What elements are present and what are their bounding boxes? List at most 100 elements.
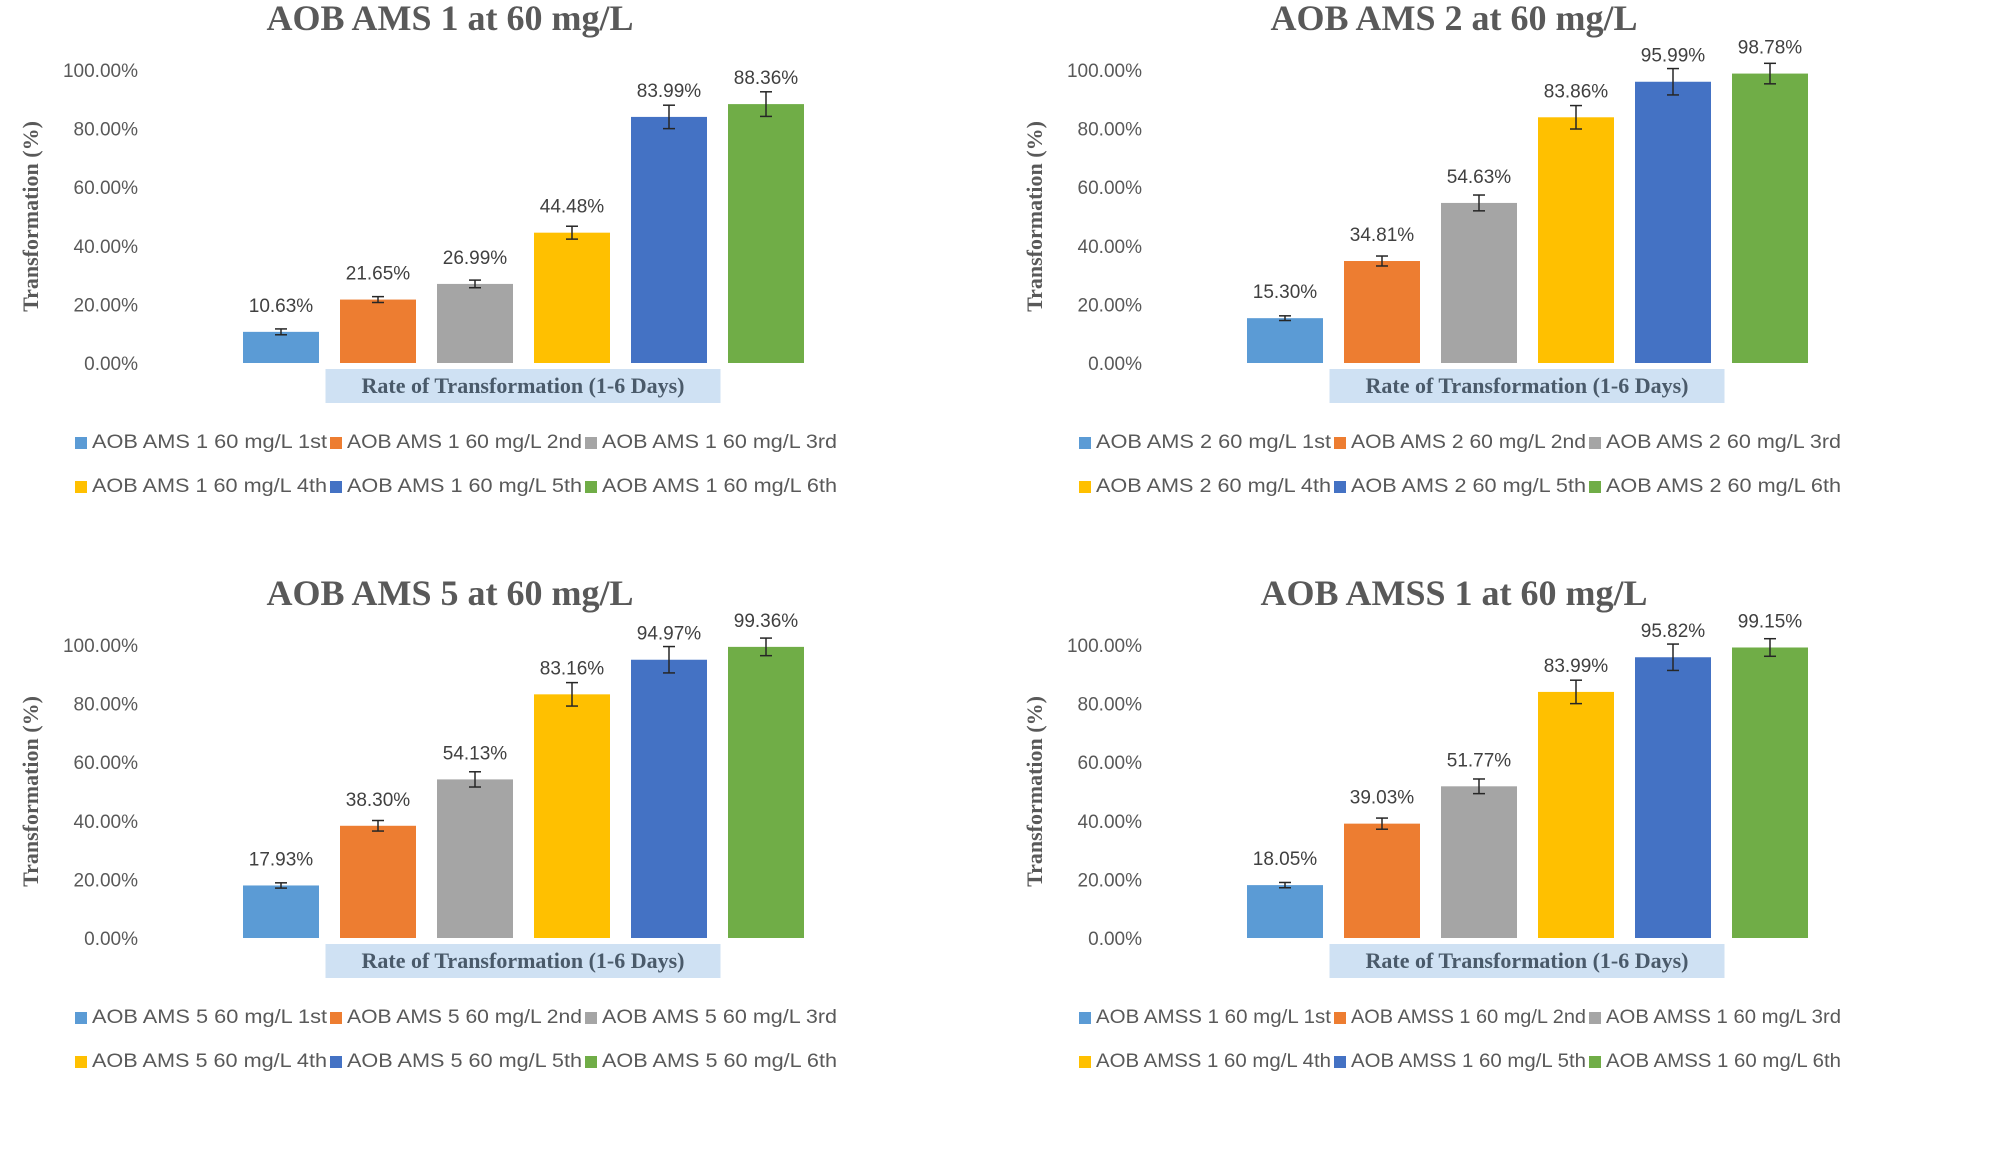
data-label: 95.99%: [1641, 46, 1706, 67]
data-label: 94.97%: [637, 624, 702, 645]
legend-label: AOB AMSS 1 60 mg/L 4th: [1096, 1051, 1331, 1072]
data-label: 83.86%: [1544, 81, 1609, 102]
y-tick-label: 80.00%: [74, 120, 139, 141]
data-label: 18.05%: [1253, 849, 1318, 870]
legend-swatch: [585, 437, 597, 449]
y-tick-label: 0.00%: [1088, 354, 1142, 375]
x-axis-label-box: [325, 944, 721, 978]
legend-swatch: [1589, 481, 1601, 493]
legend-swatch: [330, 1012, 342, 1024]
data-label: 98.78%: [1738, 38, 1803, 59]
y-axis-label: Transformation (%): [1022, 696, 1047, 887]
bar: [1441, 202, 1517, 363]
legend-label: AOB AMS 5 60 mg/L 6th: [602, 1051, 837, 1072]
bar-chart-1: AOB AMS 1 at 60 mg/L 0.00% 20.00% 40.00% 60.…: [18, 0, 837, 497]
data-label: 83.99%: [637, 81, 702, 102]
legend-swatch: [1079, 1056, 1091, 1068]
y-axis-label: Transformation (%): [1022, 121, 1047, 312]
y-tick-label: 60.00%: [74, 178, 139, 199]
legend-swatch: [75, 1012, 87, 1024]
x-axis-label-box: [1329, 944, 1725, 978]
legend-swatch: [1589, 1012, 1601, 1024]
x-axis-label-box: [325, 369, 721, 403]
y-tick-label: 80.00%: [74, 695, 139, 716]
y-tick-label: 80.00%: [1078, 695, 1143, 716]
data-label: 88.36%: [734, 68, 799, 89]
legend-label: AOB AMS 5 60 mg/L 5th: [347, 1051, 582, 1072]
y-tick-label: 60.00%: [1078, 178, 1143, 199]
legend-label: AOB AMSS 1 60 mg/L 2nd: [1351, 1007, 1586, 1028]
legend-swatch: [1334, 437, 1346, 449]
legend-swatch: [1079, 481, 1091, 493]
y-axis-label: Transformation (%): [18, 121, 43, 312]
legend-swatch: [330, 481, 342, 493]
y-tick-label: 60.00%: [1078, 753, 1143, 774]
bar: [1732, 73, 1808, 364]
data-label: 83.99%: [1544, 656, 1609, 677]
legend-label: AOB AMS 2 60 mg/L 4th: [1096, 476, 1331, 497]
y-tick-label: 100.00%: [1067, 636, 1142, 657]
y-tick-label: 0.00%: [84, 354, 138, 375]
y-tick-label: 20.00%: [74, 295, 139, 316]
legend-label: AOB AMS 1 60 mg/L 3rd: [602, 432, 837, 453]
bar: [1732, 647, 1808, 938]
y-tick-label: 40.00%: [1078, 237, 1143, 258]
bar: [1635, 657, 1711, 938]
y-tick-label: 100.00%: [63, 636, 138, 657]
x-axis-label: Rate of Transformation (1-6 Days): [1365, 373, 1688, 398]
legend-label: AOB AMS 2 60 mg/L 3rd: [1606, 432, 1841, 453]
x-axis-label: Rate of Transformation (1-6 Days): [361, 948, 684, 973]
legend-swatch: [1334, 481, 1346, 493]
x-axis-label: Rate of Transformation (1-6 Days): [361, 373, 684, 398]
y-tick-label: 20.00%: [1078, 295, 1143, 316]
y-tick-label: 80.00%: [1078, 120, 1143, 141]
chart-panel-1: AOB AMS 1 at 60 mg/L 0.00% 20.00% 40.00% 60.…: [0, 0, 1004, 575]
data-label: 17.93%: [249, 849, 314, 870]
bar: [243, 331, 319, 363]
y-tick-label: 0.00%: [1088, 929, 1142, 950]
chart-panel-3: AOB AMS 5 at 60 mg/L 0.00% 20.00% 40.00% 60.…: [0, 575, 1004, 1150]
legend-swatch: [585, 481, 597, 493]
bar: [534, 694, 610, 938]
legend-label: AOB AMSS 1 60 mg/L 5th: [1351, 1051, 1586, 1072]
bar: [340, 825, 416, 938]
legend-label: AOB AMS 2 60 mg/L 5th: [1351, 476, 1586, 497]
data-label: 83.16%: [540, 658, 605, 679]
y-tick-label: 40.00%: [1078, 812, 1143, 833]
legend-label: AOB AMS 2 60 mg/L 6th: [1606, 476, 1841, 497]
bar: [728, 646, 804, 938]
data-label: 21.65%: [346, 264, 411, 285]
y-tick-label: 40.00%: [74, 237, 139, 258]
legend-label: AOB AMS 5 60 mg/L 4th: [92, 1051, 327, 1072]
chart-title: AOB AMS 1 at 60 mg/L: [266, 0, 633, 38]
data-label: 54.63%: [1447, 167, 1512, 188]
legend-swatch: [1334, 1012, 1346, 1024]
x-axis-label-box: [1329, 369, 1725, 403]
y-tick-label: 20.00%: [1078, 870, 1143, 891]
bar: [631, 659, 707, 938]
legend-swatch: [330, 1056, 342, 1068]
legend-swatch: [1079, 1012, 1091, 1024]
legend-label: AOB AMS 2 60 mg/L 1st: [1096, 432, 1332, 453]
legend-swatch: [330, 437, 342, 449]
bar: [728, 104, 804, 364]
bar-chart-2: AOB AMS 2 at 60 mg/L 0.00% 20.00% 40.00% 60.…: [1022, 0, 1841, 497]
legend-label: AOB AMS 1 60 mg/L 6th: [602, 476, 837, 497]
chart-panel-4: AOB AMSS 1 at 60 mg/L 0.00% 20.00% 40.00% 60…: [1004, 575, 2008, 1150]
bar: [1344, 261, 1420, 363]
y-tick-label: 60.00%: [74, 753, 139, 774]
bar-chart-3: AOB AMS 5 at 60 mg/L 0.00% 20.00% 40.00% 60.…: [18, 575, 837, 1072]
data-label: 44.48%: [540, 197, 605, 218]
y-tick-label: 100.00%: [1067, 61, 1142, 82]
bar-chart-4: AOB AMSS 1 at 60 mg/L 0.00% 20.00% 40.00% 60…: [1022, 575, 1841, 1072]
data-label: 99.15%: [1738, 611, 1803, 632]
legend-swatch: [585, 1056, 597, 1068]
data-label: 99.36%: [734, 611, 799, 632]
legend-swatch: [75, 437, 87, 449]
legend-label: AOB AMSS 1 60 mg/L 3rd: [1606, 1007, 1841, 1028]
legend-label: AOB AMS 1 60 mg/L 4th: [92, 476, 327, 497]
bar: [1635, 81, 1711, 363]
data-label: 38.30%: [346, 790, 411, 811]
bar: [1538, 117, 1614, 364]
bar: [1247, 318, 1323, 363]
